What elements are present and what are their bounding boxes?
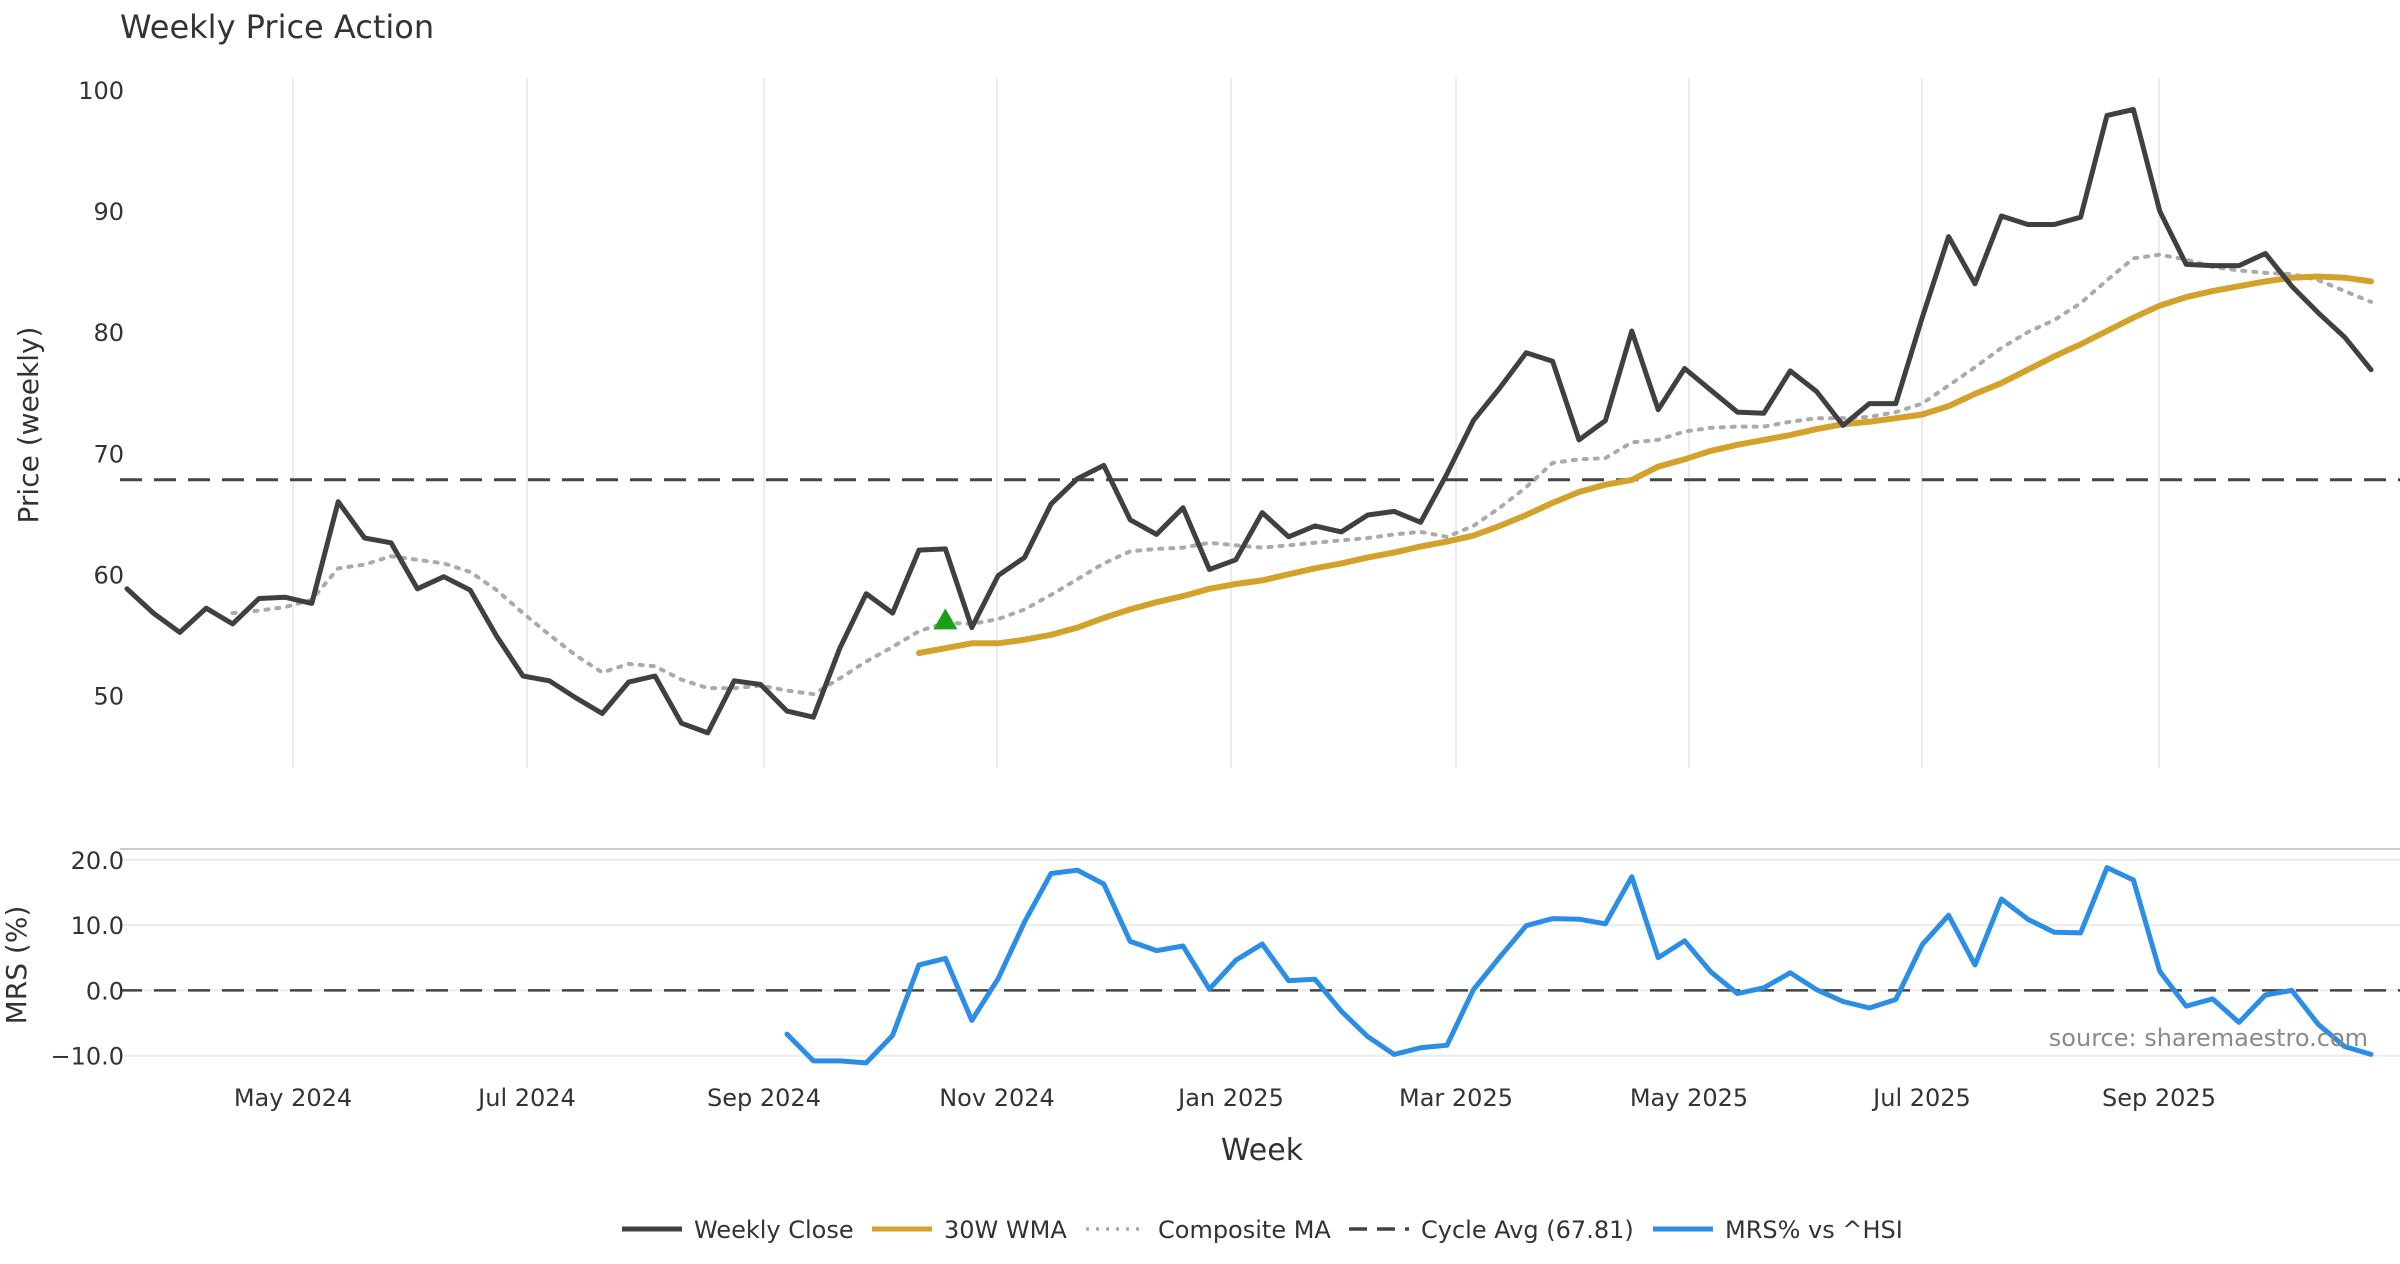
series-layer xyxy=(120,107,2400,1066)
legend-label: Cycle Avg (67.81) xyxy=(1421,1216,1634,1244)
tick-layer: 50 60 70 80 90 100 20.0 10.0 0.0 −10.0 May 2024 Jul… xyxy=(50,77,2216,1112)
series-line-weekly-close xyxy=(124,107,2374,736)
x-tick-label: May 2025 xyxy=(1630,1084,1748,1112)
x-tick-label: May 2024 xyxy=(234,1084,352,1112)
legend: Weekly Close 30W WMA Composite MA Cycle Avg… xyxy=(622,1216,1903,1244)
mrs-y-tick-label: 20.0 xyxy=(71,847,124,875)
price-y-tick-label: 50 xyxy=(93,682,124,710)
x-tick-label: Nov 2024 xyxy=(939,1084,1055,1112)
series-line-composite-ma xyxy=(230,252,2373,697)
price-y-tick-label: 60 xyxy=(93,561,124,589)
legend-label: 30W WMA xyxy=(944,1216,1067,1244)
legend-label: Weekly Close xyxy=(694,1216,854,1244)
legend-item-cycle-avg-67-81: Cycle Avg (67.81) xyxy=(1349,1216,1634,1244)
mrs-y-tick-label: 10.0 xyxy=(71,912,124,940)
x-tick-label: Sep 2025 xyxy=(2102,1084,2216,1112)
x-tick-label: Jul 2024 xyxy=(476,1084,576,1112)
x-axis-label: Week xyxy=(1221,1133,1304,1168)
chart-title: Weekly Price Action xyxy=(120,8,434,46)
x-tick-label: Jan 2025 xyxy=(1176,1084,1284,1112)
price-y-tick-label: 80 xyxy=(93,319,124,347)
marker-layer xyxy=(933,608,958,630)
series-line-mrs-vs-hsi xyxy=(784,865,2374,1066)
series-line-30w-wma xyxy=(916,273,2374,656)
legend-label: MRS% vs ^HSI xyxy=(1725,1216,1903,1244)
legend-item-composite-ma: Composite MA xyxy=(1086,1216,1331,1244)
mrs-y-tick-label: −10.0 xyxy=(50,1043,124,1071)
price-y-tick-label: 100 xyxy=(78,77,124,105)
x-tick-label: Mar 2025 xyxy=(1399,1084,1513,1112)
legend-item-30w-wma: 30W WMA xyxy=(872,1216,1067,1244)
mrs-axis-label: MRS (%) xyxy=(0,906,33,1025)
x-tick-label: Sep 2024 xyxy=(707,1084,821,1112)
price-y-tick-label: 90 xyxy=(93,198,124,226)
buy-signal-marker xyxy=(933,608,958,630)
mrs-y-tick-label: 0.0 xyxy=(86,977,124,1005)
source-watermark: source: sharemaestro.com xyxy=(2049,1024,2368,1052)
price-y-tick-label: 70 xyxy=(93,440,124,468)
legend-item-weekly-close: Weekly Close xyxy=(622,1216,854,1244)
legend-item-mrs-vs-hsi: MRS% vs ^HSI xyxy=(1653,1216,1903,1244)
x-tick-label: Jul 2025 xyxy=(1871,1084,1971,1112)
price-axis-label: Price (weekly) xyxy=(12,327,45,524)
legend-label: Composite MA xyxy=(1158,1216,1331,1244)
